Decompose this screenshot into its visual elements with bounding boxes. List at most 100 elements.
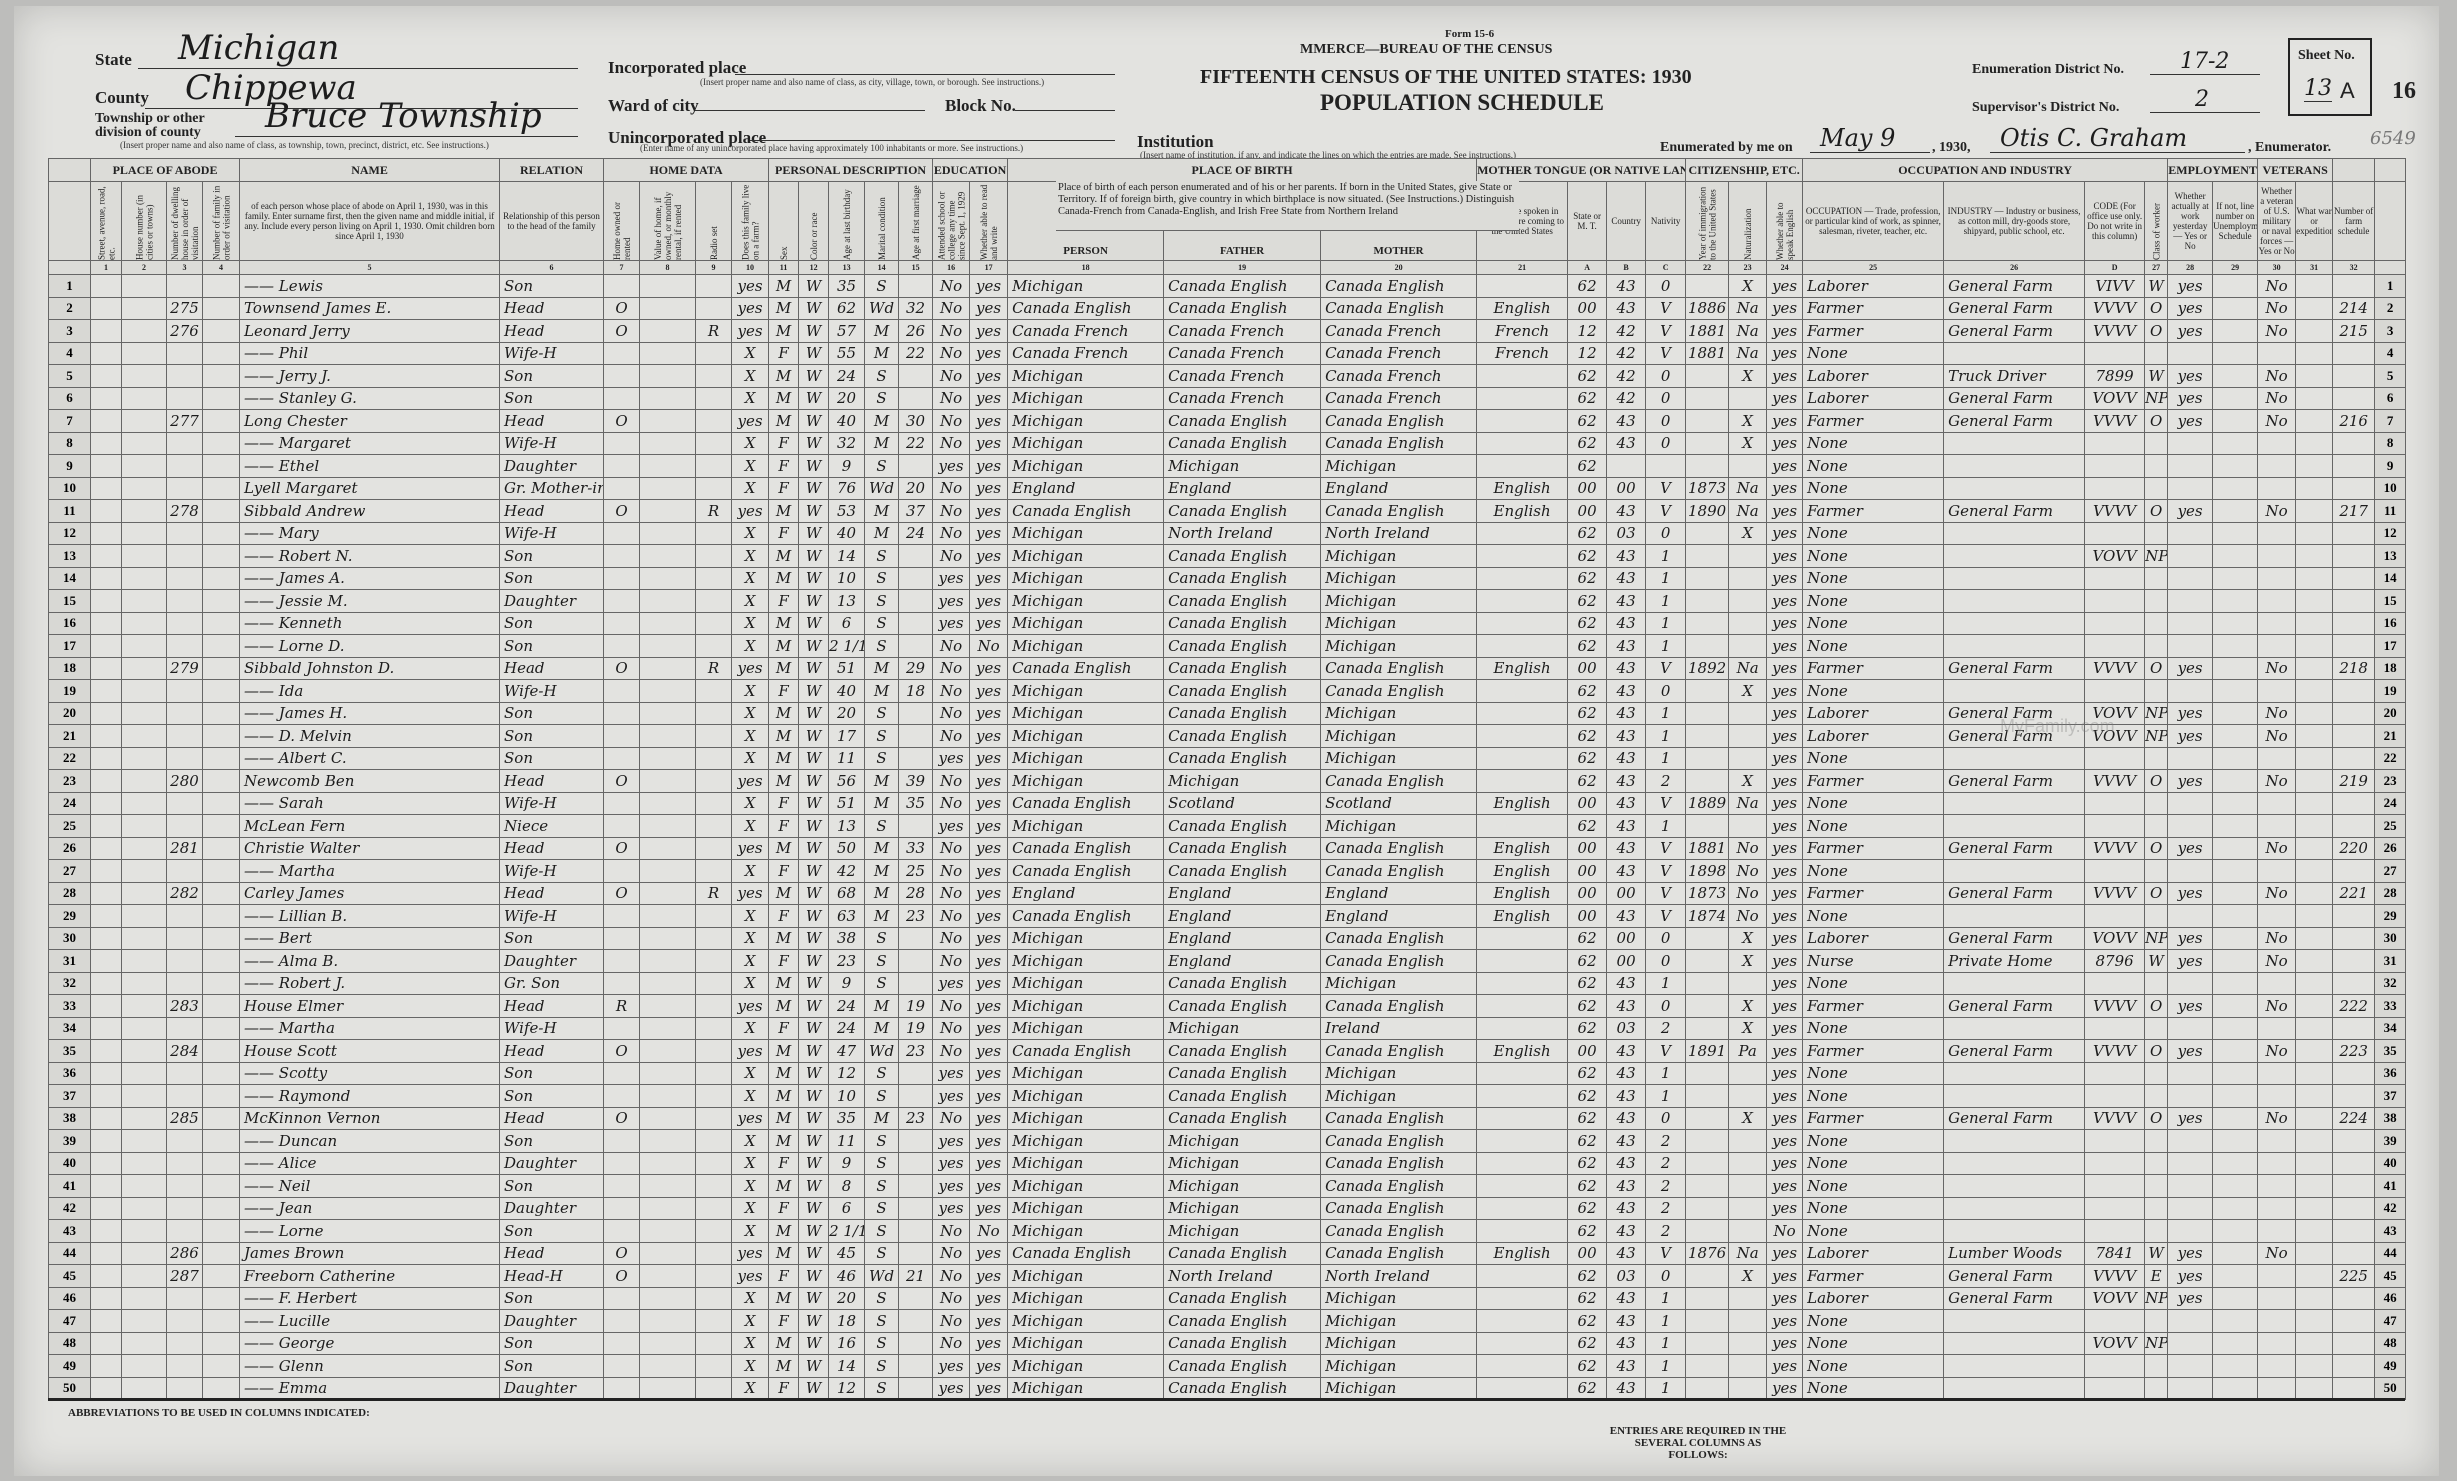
cell-rel: Daughter — [499, 1309, 605, 1333]
cell-emp: yes — [2167, 701, 2214, 725]
column-number: 31 — [2295, 260, 2334, 275]
cell-emp: yes — [2167, 409, 2214, 433]
cell-name: —— James H. — [239, 701, 501, 725]
cell-dw: 276 — [166, 319, 203, 343]
cell-cb: 43 — [1606, 724, 1647, 748]
cell-empty — [90, 926, 122, 950]
cell-ten — [603, 904, 641, 928]
cell-cb: 43 — [1606, 836, 1647, 860]
cell-agem: 19 — [898, 1016, 934, 1040]
cell-emp — [2167, 431, 2214, 455]
cell-rel: Son — [499, 274, 605, 298]
cell-radio — [695, 274, 733, 298]
cell-cc: 1 — [1645, 971, 1687, 995]
line-number: 42 — [2374, 1196, 2407, 1220]
cell-sch: No — [932, 319, 971, 343]
cell-age: 32 — [828, 431, 866, 455]
cell-occ: None — [1802, 431, 1945, 455]
cell-ten: O — [603, 319, 641, 343]
line-number: 47 — [2374, 1309, 2407, 1333]
cell-dw — [166, 1084, 203, 1108]
cell-lit: yes — [969, 1354, 1009, 1378]
cell-race: W — [798, 274, 830, 298]
cell-lang — [1476, 724, 1569, 748]
cell-empty — [90, 499, 122, 523]
cell-race: W — [798, 994, 830, 1018]
cell-cc: V — [1645, 499, 1687, 523]
cell-name: McLean Fern — [239, 814, 501, 838]
cell-empty — [90, 431, 122, 455]
cell-fs — [2332, 1241, 2376, 1265]
cell-mar: S — [864, 1196, 900, 1220]
cell-agem: 29 — [898, 656, 934, 680]
cell-fs — [2332, 1309, 2376, 1333]
cell-code: VIVV — [2084, 274, 2146, 298]
cell-farm: yes — [731, 409, 770, 433]
cell-ca: 00 — [1567, 1039, 1608, 1063]
cell-eng: yes — [1766, 499, 1804, 523]
cell-empty — [90, 814, 122, 838]
cell-imm — [1685, 769, 1730, 793]
cell-ind — [1943, 1061, 2086, 1085]
cell-dw: 275 — [166, 296, 203, 320]
cell-lang — [1476, 1376, 1569, 1400]
cell-mar: S — [864, 611, 900, 635]
cell-lit: yes — [969, 724, 1009, 748]
cell-lit: yes — [969, 1016, 1009, 1040]
cell-empty — [639, 1196, 697, 1220]
cell-vet: No — [2257, 409, 2297, 433]
cell-age: 53 — [828, 499, 866, 523]
cell-cc — [1645, 454, 1687, 478]
cell-bm: Canada English — [1320, 836, 1478, 860]
cell-name: —— Albert C. — [239, 746, 501, 770]
cell-agem — [898, 1196, 934, 1220]
cell-vet — [2257, 1219, 2297, 1243]
cell-dw — [166, 791, 203, 815]
cell-bp: Michigan — [1007, 1219, 1165, 1243]
cell-ca: 62 — [1567, 746, 1608, 770]
cell-farm: X — [731, 746, 770, 770]
cell-ca: 62 — [1567, 949, 1608, 973]
cell-empty — [2295, 409, 2334, 433]
cell-cc: 0 — [1645, 679, 1687, 703]
cell-fs: 225 — [2332, 1264, 2376, 1288]
cell-age: 2 1/12 — [828, 634, 866, 658]
cell-code — [2084, 679, 2146, 703]
cell-emp — [2167, 1196, 2214, 1220]
cell-fs: 224 — [2332, 1106, 2376, 1130]
cell-emp — [2167, 904, 2214, 928]
cell-bf: Canada English — [1163, 814, 1322, 838]
cell-mar: S — [864, 566, 900, 590]
cell-farm: X — [731, 1286, 770, 1310]
cell-ca: 62 — [1567, 926, 1608, 950]
cell-name: Sibbald Johnston D. — [239, 656, 501, 680]
cell-occ: None — [1802, 1354, 1945, 1378]
cell-code: VOVV — [2084, 544, 2146, 568]
group-header-row: PLACE OF ABODE NAME RELATION HOME DATA PERSO… — [48, 158, 2407, 182]
cell-empty — [90, 836, 122, 860]
cell-name: Sibbald Andrew — [239, 499, 501, 523]
cell-sex: M — [768, 634, 800, 658]
cell-lang: English — [1476, 296, 1569, 320]
cell-rel: Son — [499, 1219, 605, 1243]
cell-race: W — [798, 1106, 830, 1130]
cell-empty — [2212, 836, 2259, 860]
line-number: 48 — [2374, 1331, 2407, 1355]
cell-empty — [2212, 814, 2259, 838]
cell-bm: Canada English — [1320, 859, 1478, 883]
cell-empty — [201, 1354, 241, 1378]
cell-dw: 283 — [166, 994, 203, 1018]
cell-empty — [121, 1174, 167, 1198]
unincorporated-note: (Enter name of any unincorporated place … — [640, 143, 1024, 153]
cell-sex: M — [768, 926, 800, 950]
cell-ind — [1943, 1174, 2086, 1198]
cell-dw: 282 — [166, 881, 203, 905]
cell-dw — [166, 1129, 203, 1153]
cell-age: 9 — [828, 1151, 866, 1175]
cell-rel: Head-H — [499, 1264, 605, 1288]
cell-ind — [1943, 971, 2086, 995]
cell-sch: No — [932, 1286, 971, 1310]
